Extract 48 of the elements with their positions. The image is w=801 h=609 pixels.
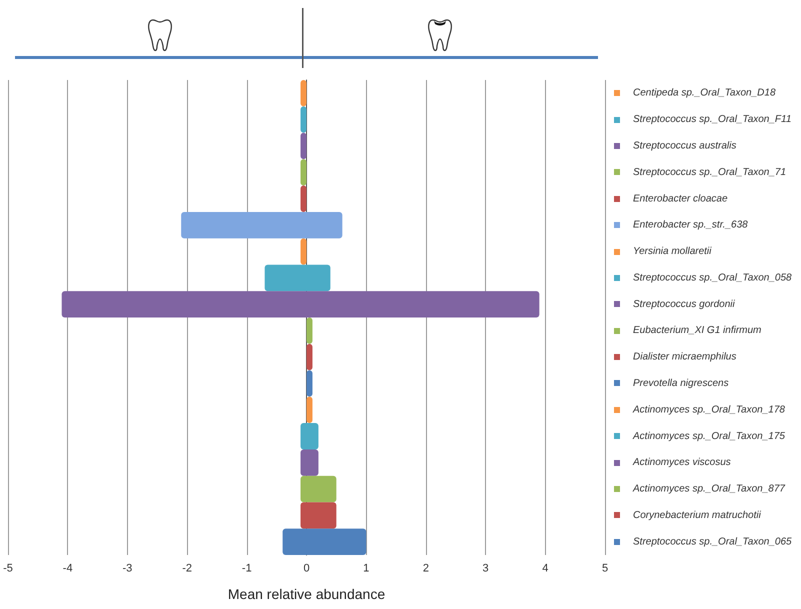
bar [306,396,312,424]
x-tick-label: 4 [542,562,548,574]
bar [300,106,306,133]
x-tick-label: 0 [303,562,310,574]
y-tick-label: Actinomyces viscosus [632,457,731,468]
y-tick-label: Streptococcus sp._Oral_Taxon_71 [633,166,786,178]
x-tick-label: -5 [3,562,13,574]
bar [300,502,336,529]
y-tick-label: Yersinia mollaretii [633,246,712,258]
x-tick-label: -1 [242,562,252,574]
y-tick-label: Streptococcus gordonii [633,298,736,310]
bar [282,528,366,555]
y-tick-label: Actinomyces sp._Oral_Taxon_175 [632,430,786,442]
bar [300,80,306,106]
y-tick-label: Actinomyces sp._Oral_Taxon_178 [632,404,786,416]
x-tick-label: -2 [182,562,192,574]
y-tick-label: Enterobacter sp._str._638 [633,220,748,231]
bar [300,449,318,476]
x-tick-label: 3 [482,562,489,574]
bar [264,264,330,292]
x-tick-label: 5 [602,562,608,574]
y-tick-label: Actinomyces sp._Oral_Taxon_877 [632,484,786,495]
bar [62,291,540,318]
bar [300,423,318,450]
y-tick-label: Enterobacter cloacae [633,193,728,204]
bar [306,344,312,370]
y-tick-label: Dialister micraemphilus [633,352,736,363]
x-axis-title: Mean relative abundance [228,586,386,602]
bar [306,318,312,344]
y-tick-label: Streptococcus australis [633,140,736,152]
bar [300,238,306,265]
bar [300,476,336,502]
x-tick-label: 1 [363,562,370,574]
bar [300,186,306,212]
x-tick-label: -4 [62,562,73,574]
x-tick-label: -3 [122,562,132,574]
y-tick-label: Streptococcus sp._Oral_Taxon_058 [633,272,792,284]
y-tick-label: Streptococcus sp._Oral_Taxon_065 [633,536,792,548]
y-tick-label: Corynebacterium matruchotii [633,510,762,521]
bar [181,212,342,238]
bar [300,159,306,186]
bar [300,132,306,160]
y-tick-label: Streptococcus sp._Oral_Taxon_F11 [633,114,792,126]
x-tick-label: 2 [422,562,429,574]
y-tick-label: Prevotella nigrescens [633,378,729,389]
y-tick-label: Eubacterium_XI G1 infirmum [633,325,762,336]
bar [306,370,312,397]
y-tick-label: Centipeda sp._Oral_Taxon_D18 [633,88,776,99]
